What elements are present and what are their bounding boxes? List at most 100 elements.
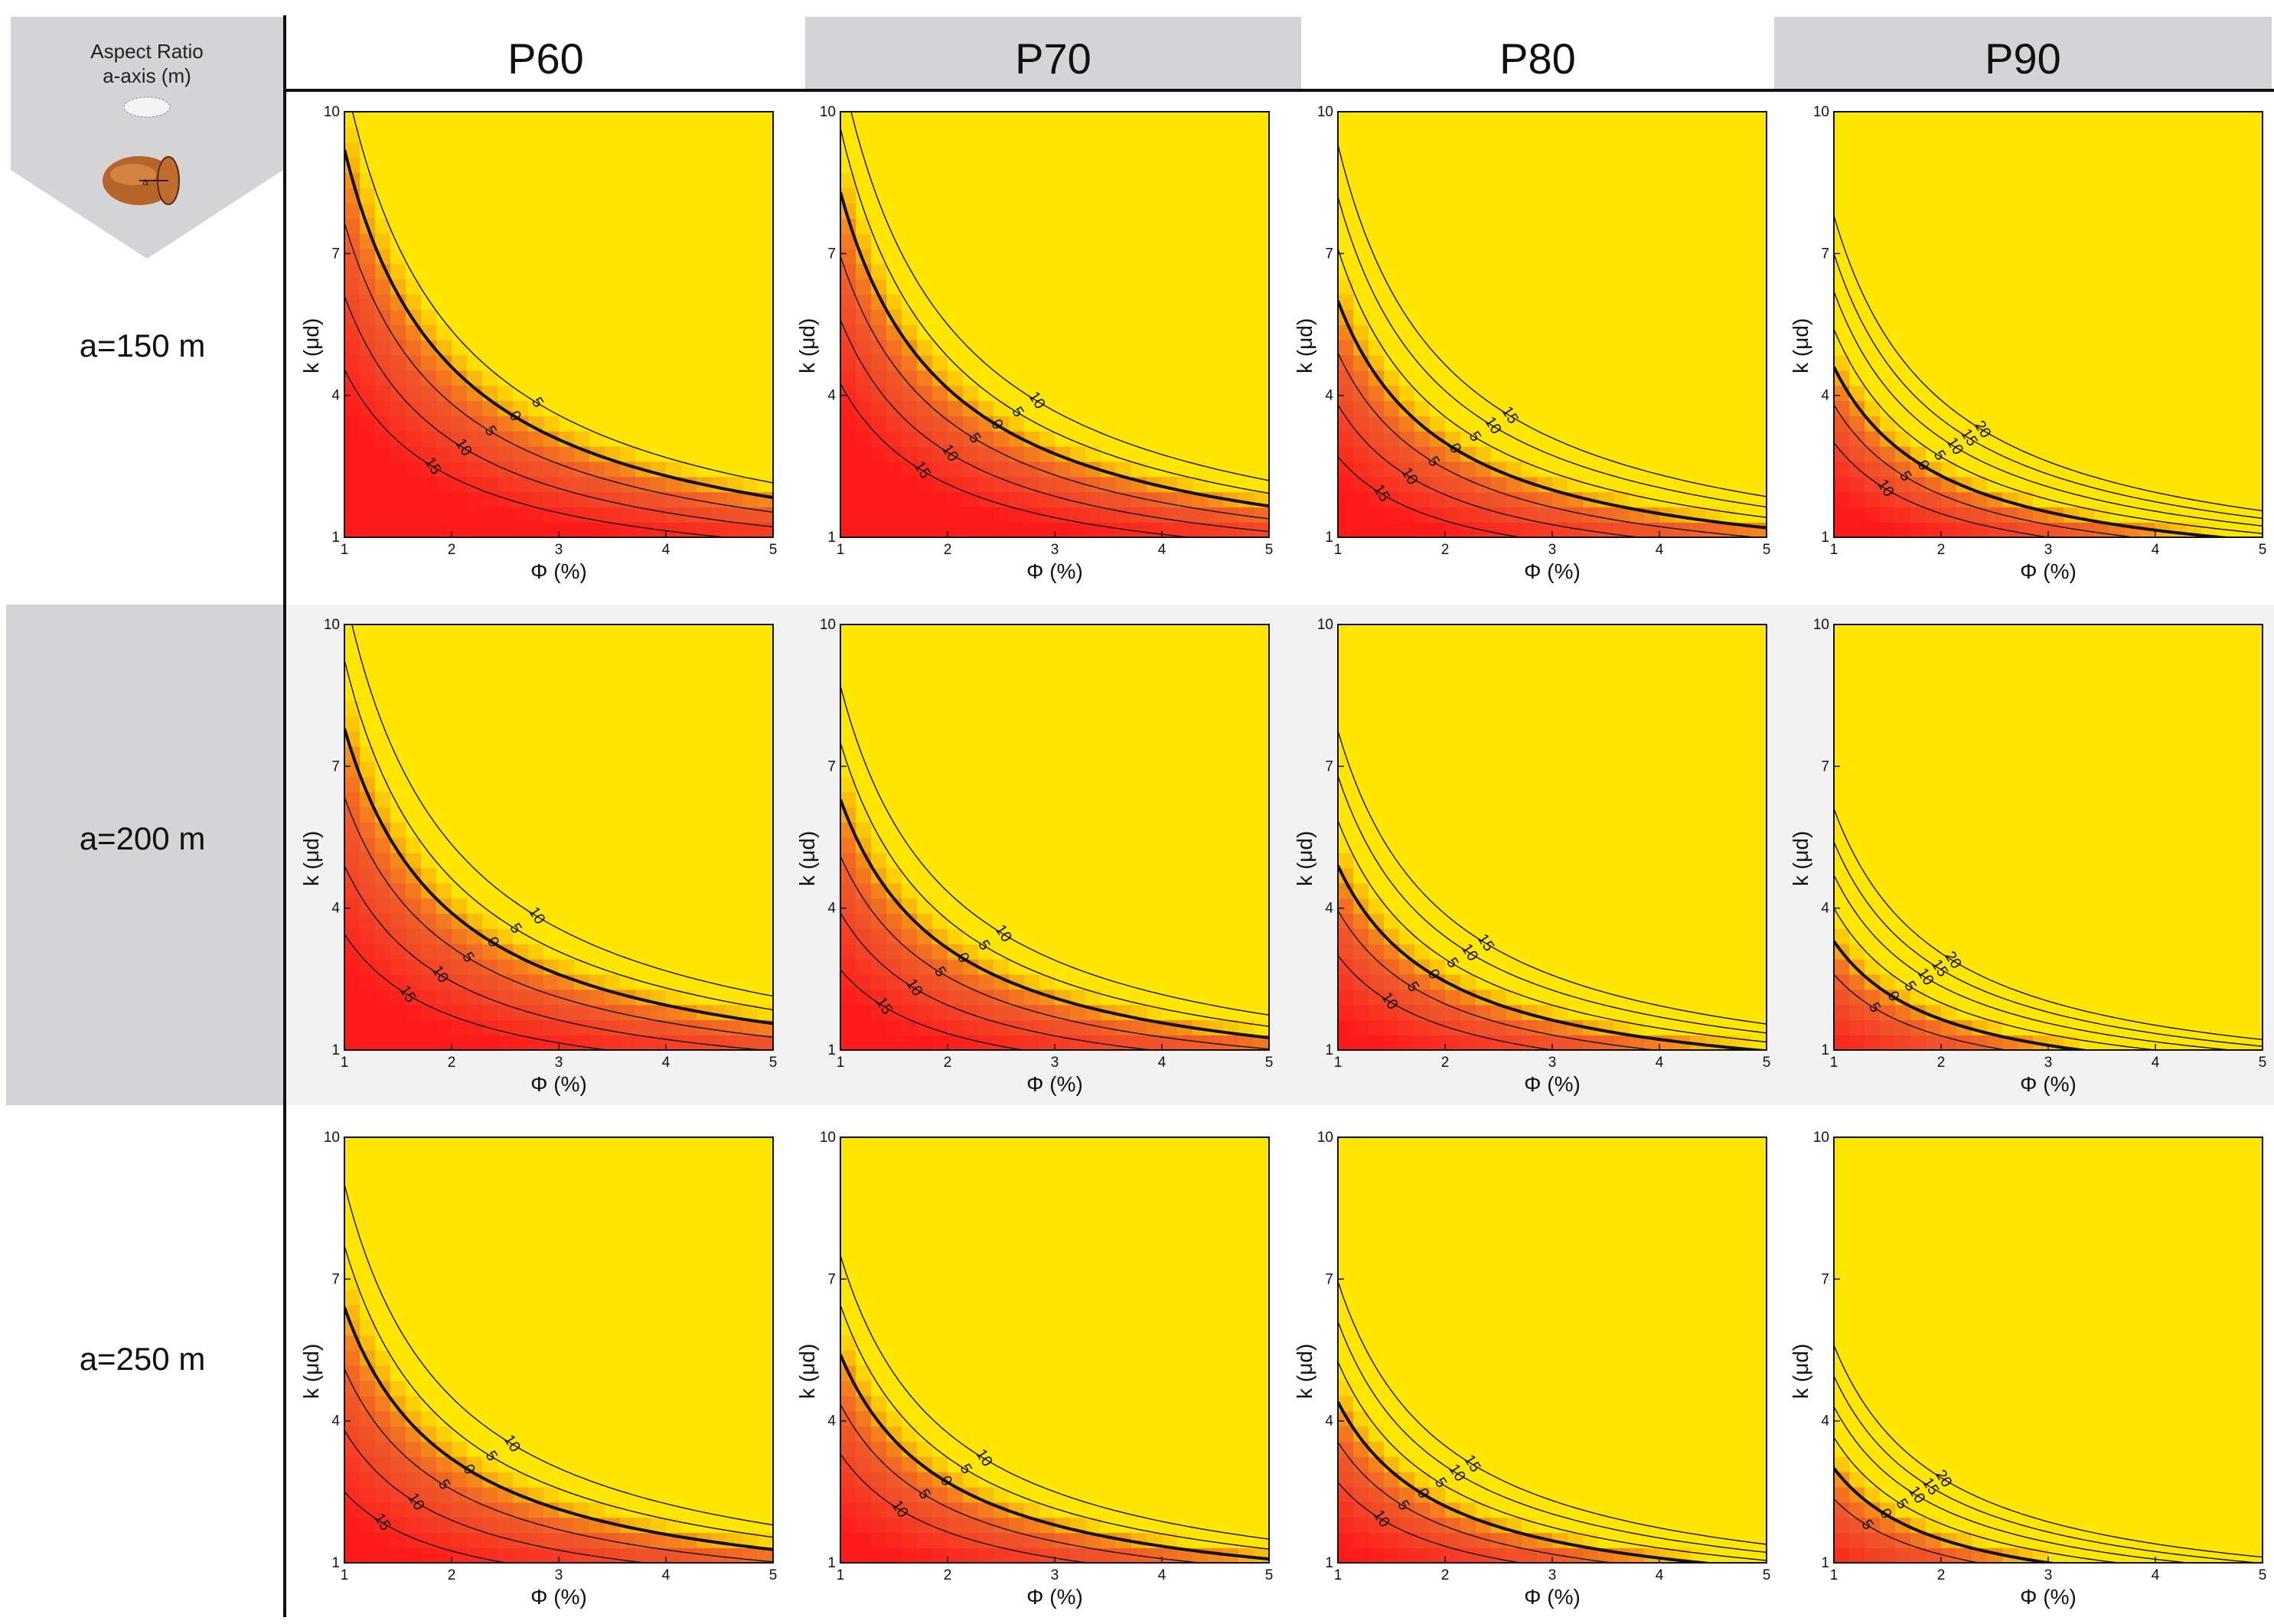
heatmap-cell	[1338, 218, 1354, 234]
heatmap-cell	[2094, 340, 2110, 356]
heatmap-cell	[993, 746, 1010, 762]
heatmap-cell	[421, 249, 437, 265]
heatmap-cell	[1147, 791, 1163, 807]
heatmap-cell	[727, 898, 743, 914]
heatmap-cell	[1024, 446, 1040, 462]
heatmap-cell	[1849, 203, 1865, 219]
heatmap-cell	[1223, 974, 1239, 990]
heatmap-cell	[436, 172, 452, 188]
heatmap-cell	[360, 640, 376, 656]
heatmap-cell	[742, 777, 759, 793]
heatmap-cell	[635, 340, 651, 356]
heatmap-cell	[498, 112, 514, 128]
heatmap-cell	[1039, 913, 1055, 929]
heatmap-cell	[1690, 355, 1706, 371]
heatmap-cell	[1070, 791, 1086, 807]
heatmap-cell	[1070, 142, 1086, 158]
heatmap-cell	[2155, 112, 2171, 128]
heatmap-cell	[406, 670, 422, 686]
heatmap-cell	[635, 203, 651, 219]
heatmap-cell	[1865, 203, 1881, 219]
heatmap-cell	[758, 761, 774, 778]
heatmap-cell	[1895, 158, 1911, 174]
heatmap-cell	[375, 340, 391, 356]
heatmap-cell	[1384, 218, 1400, 234]
heatmap-cell	[1537, 400, 1553, 416]
heatmap-cell	[2033, 324, 2049, 341]
heatmap-cell	[697, 928, 713, 944]
y-tick-label: 1	[827, 530, 836, 546]
heatmap-cell	[574, 400, 590, 416]
heatmap-cell	[620, 959, 636, 975]
heatmap-cell	[390, 309, 406, 325]
heatmap-cell	[1338, 655, 1354, 671]
heatmap-cell	[1147, 959, 1163, 975]
heatmap-cell	[1208, 640, 1224, 656]
heatmap-cell	[1353, 837, 1369, 853]
heatmap-cell	[1101, 655, 1117, 671]
heatmap-cell	[1009, 883, 1025, 899]
heatmap-cell	[1399, 491, 1415, 507]
heatmap-cell	[727, 233, 743, 249]
heatmap-cell	[436, 746, 452, 762]
heatmap-cell	[421, 777, 437, 793]
heatmap-cell	[948, 112, 964, 128]
heatmap-cell	[727, 640, 743, 656]
heatmap-cell	[589, 355, 605, 371]
heatmap-cell	[2186, 416, 2202, 432]
heatmap-cell	[635, 655, 651, 671]
heatmap-cell	[1147, 431, 1163, 447]
heatmap-cell	[1705, 477, 1721, 493]
heatmap-cell	[1353, 777, 1369, 793]
heatmap-cell	[727, 431, 743, 447]
heatmap-cell	[559, 203, 575, 219]
heatmap-cell	[758, 370, 774, 386]
heatmap-cell	[452, 761, 468, 778]
heatmap-cell	[1598, 249, 1614, 265]
heatmap-cell	[902, 188, 918, 204]
heatmap-cell	[712, 218, 728, 234]
heatmap-cell	[436, 279, 452, 295]
heatmap-cell	[727, 746, 743, 762]
heatmap-cell	[1414, 309, 1431, 325]
heatmap-cell	[436, 233, 452, 249]
heatmap-cell	[886, 385, 902, 401]
heatmap-cell	[1476, 249, 1492, 265]
heatmap-cell	[856, 158, 872, 174]
heatmap-cell	[1598, 158, 1614, 174]
heatmap-cell	[1476, 264, 1492, 280]
heatmap-cell	[2186, 142, 2202, 158]
heatmap-cell	[605, 731, 621, 747]
heatmap-cell	[2186, 385, 2202, 401]
heatmap-cell	[1208, 355, 1224, 371]
heatmap-cell	[2109, 203, 2126, 219]
heatmap-cell	[856, 1004, 872, 1020]
heatmap-cell	[727, 913, 743, 929]
heatmap-cell	[1865, 233, 1881, 249]
heatmap-cell	[963, 624, 979, 641]
heatmap-cell	[651, 731, 667, 747]
heatmap-cell	[1705, 188, 1721, 204]
heatmap-cell	[1039, 158, 1055, 174]
heatmap-cell	[1085, 731, 1101, 747]
heatmap-cell	[543, 340, 560, 356]
heatmap-cell	[1972, 279, 1988, 295]
heatmap-cell	[2109, 324, 2126, 341]
heatmap-cell	[1552, 400, 1568, 416]
heatmap-cell	[993, 127, 1010, 143]
heatmap-cell	[993, 685, 1010, 701]
heatmap-cell	[1834, 477, 1850, 493]
heatmap-cell	[2155, 446, 2171, 462]
heatmap-cell	[1208, 761, 1224, 778]
heatmap-cell	[1192, 624, 1209, 641]
heatmap-cell	[727, 172, 743, 188]
heatmap-cell	[697, 385, 713, 401]
heatmap-cell	[651, 172, 667, 188]
heatmap-cell	[727, 731, 743, 747]
heatmap-cell	[390, 416, 406, 432]
heatmap-cell	[375, 791, 391, 807]
heatmap-cell	[2064, 416, 2080, 432]
heatmap-cell	[1192, 142, 1209, 158]
heatmap-cell	[1552, 127, 1568, 143]
heatmap-cell	[1131, 203, 1147, 219]
